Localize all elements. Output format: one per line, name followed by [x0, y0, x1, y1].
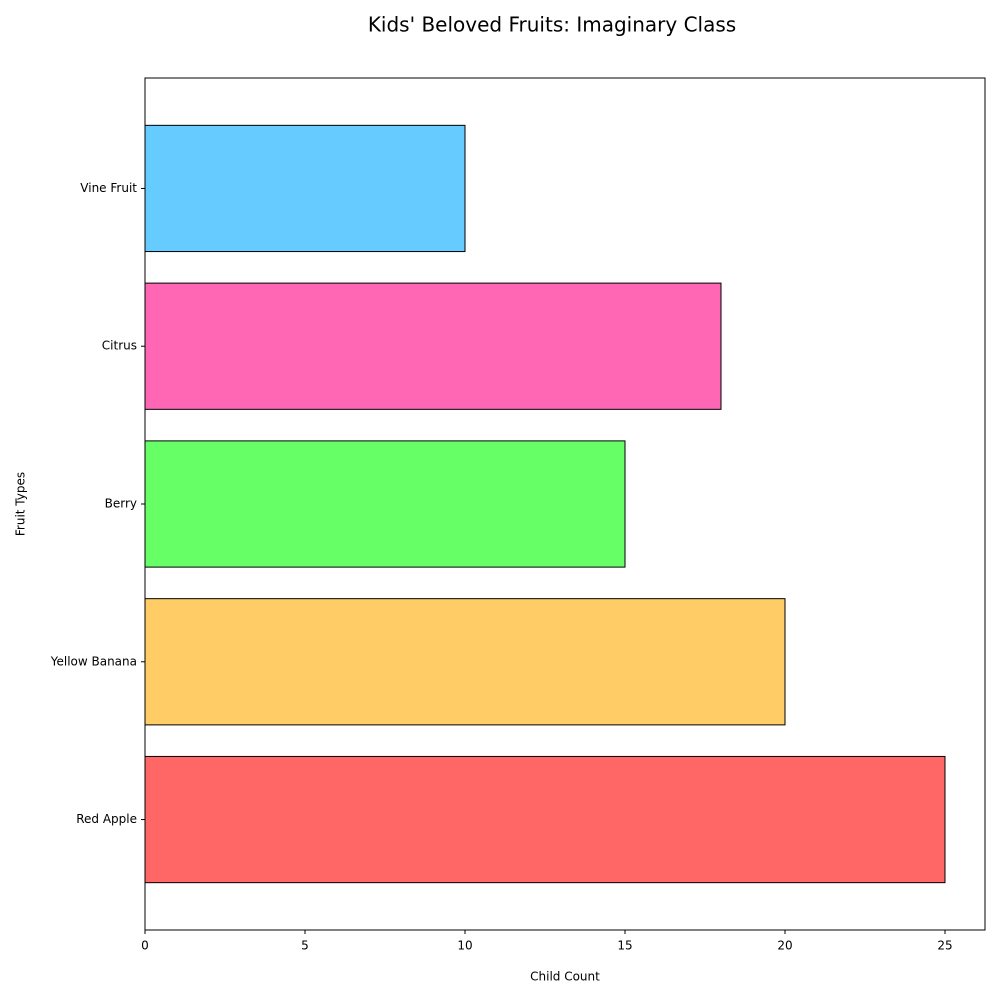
x-tick-label: 15 — [617, 939, 632, 953]
bars-layer — [144, 124, 946, 884]
x-axis-label: Child Count — [530, 970, 600, 984]
bar-red-apple — [144, 755, 946, 884]
x-tick-label: 5 — [301, 939, 309, 953]
y-tick-label: Citrus — [102, 339, 137, 353]
bar-citrus — [144, 282, 722, 410]
x-tick-label: 10 — [457, 939, 472, 953]
y-tick-label: Yellow Banana — [50, 654, 137, 668]
bar-yellow-banana — [144, 598, 786, 726]
y-ticks-layer: Red Apple Yellow Banana Berry Citrus Vine Fr… — [50, 181, 145, 826]
x-tick-label: 25 — [937, 939, 952, 953]
y-tick-label: Red Apple — [76, 812, 137, 826]
bar-vine-fruit — [144, 124, 466, 253]
x-tick-label: 0 — [141, 939, 149, 953]
y-tick-label: Vine Fruit — [80, 181, 137, 195]
bar-berry — [144, 440, 626, 568]
x-tick-label: 20 — [777, 939, 792, 953]
chart-title: Kids' Beloved Fruits: Imaginary Class — [368, 13, 736, 37]
y-axis-label: Fruit Types — [14, 472, 28, 536]
y-tick-label: Berry — [105, 497, 137, 511]
x-ticks-layer: 0 5 10 15 20 25 — [141, 930, 953, 953]
